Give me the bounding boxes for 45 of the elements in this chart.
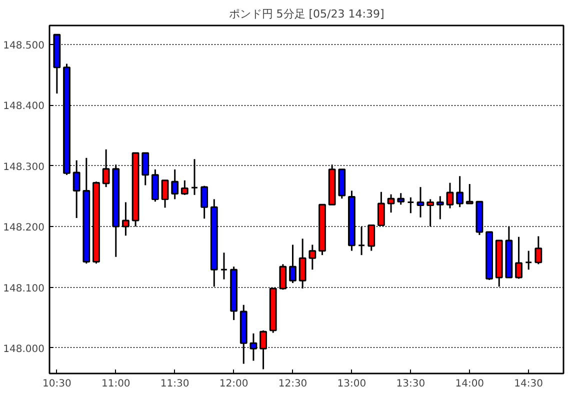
candlestick: [298, 238, 306, 290]
candlestick: [161, 180, 169, 208]
candlestick: [534, 235, 542, 265]
candlestick: [466, 183, 474, 204]
x-tick-label: 12:00: [219, 378, 248, 390]
candlestick: [289, 244, 296, 284]
y-tick-label: 148.500: [3, 40, 45, 52]
candlestick: [142, 152, 150, 186]
candlestick: [397, 192, 405, 206]
y-tick-label: 148.400: [3, 101, 45, 112]
x-tick-label: 11:00: [101, 378, 130, 390]
y-tick-label: 148.100: [3, 283, 45, 294]
candlestick: [446, 182, 454, 210]
candlestick: [406, 196, 414, 214]
candlestick: [180, 180, 188, 196]
x-tick-label: 10:30: [42, 378, 72, 390]
x-tick-label: 14:30: [514, 378, 544, 390]
y-tick-label: 148.000: [3, 344, 45, 355]
candlestick: [358, 226, 366, 256]
candlestick: [279, 263, 287, 290]
chart-title: ポンド円 5分足 [05/23 14:39]: [228, 8, 384, 20]
candlestick: [200, 185, 208, 220]
y-tick-label: 148.300: [3, 162, 45, 173]
candlestick: [426, 198, 434, 228]
candlestick: [220, 252, 228, 280]
x-tick-label: 13:00: [337, 378, 366, 390]
candlestick: [436, 195, 444, 220]
candlestick: [378, 191, 385, 226]
candlestick: [190, 158, 198, 196]
candlestick: [308, 244, 316, 270]
candlestick: [72, 160, 80, 219]
candlestick: [515, 236, 522, 280]
x-tick-label: 12:30: [278, 378, 308, 390]
candlestick: [171, 168, 179, 200]
x-tick-label: 11:30: [160, 378, 190, 390]
y-tick-label: 148.200: [3, 222, 45, 234]
candlestick: [102, 148, 110, 188]
x-tick-label: 13:30: [396, 378, 426, 390]
candlestick: [387, 194, 395, 214]
candlestick: [368, 224, 376, 252]
candlestick: [416, 186, 424, 218]
x-tick-label: 14:00: [455, 378, 484, 390]
candlestick: [456, 175, 464, 208]
candlestick: [524, 250, 532, 270]
candlestick: [122, 201, 130, 236]
